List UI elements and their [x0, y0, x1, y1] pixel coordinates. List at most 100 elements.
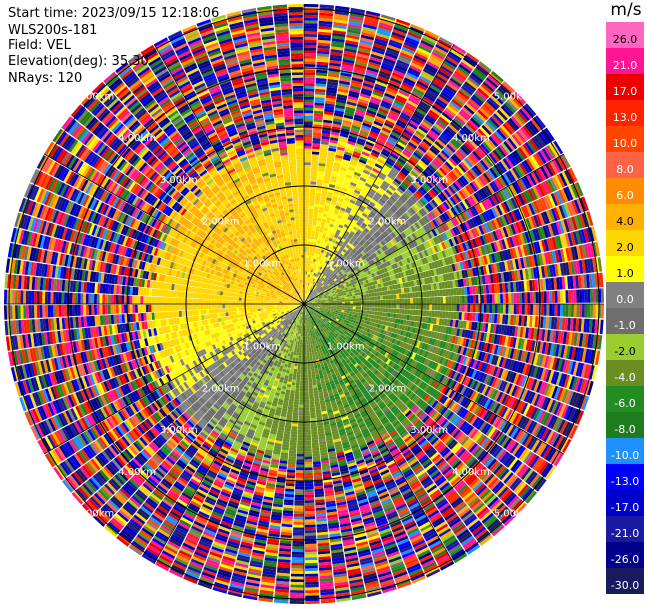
velocity-range-gates: [4, 4, 604, 604]
range-gate: [310, 283, 313, 287]
range-gate: [315, 190, 322, 194]
range-gate: [311, 252, 315, 256]
range-gate: [318, 160, 326, 164]
range-gate: [335, 220, 341, 225]
range-gate: [346, 101, 357, 107]
range-gate: [304, 44, 317, 48]
range-gate: [337, 174, 345, 180]
range-gate: [323, 180, 330, 184]
range-gate: [318, 209, 324, 214]
range-gate: [327, 153, 336, 158]
range-gate: [345, 174, 353, 179]
range-gate: [360, 127, 370, 134]
range-gate: [308, 260, 311, 264]
range-gate: [412, 309, 416, 316]
range-gate: [328, 305, 332, 307]
range-gate: [310, 186, 316, 190]
range-gate: [415, 292, 419, 298]
range-gate: [434, 310, 438, 318]
range-gate: [304, 164, 311, 168]
range-gate: [442, 311, 446, 319]
range-gate: [314, 206, 319, 210]
range-gate: [353, 148, 362, 154]
range-gate: [363, 304, 367, 307]
range-gate: [360, 34, 375, 41]
range-gate: [327, 228, 332, 233]
range-gate: [316, 181, 323, 186]
range-gate: [304, 208, 309, 212]
range-gate: [400, 49, 414, 57]
range-gate: [370, 96, 382, 103]
range-gate: [309, 283, 312, 287]
range-gate: [381, 100, 392, 107]
range-gate: [320, 144, 329, 148]
range-gate: [314, 99, 325, 104]
range-gate: [396, 308, 400, 314]
range-gate: [306, 290, 309, 294]
range-gate: [352, 174, 360, 180]
range-gate: [355, 309, 359, 313]
range-gate: [306, 296, 308, 300]
range-gate: [373, 120, 384, 127]
range-gate: [401, 309, 405, 315]
range-gate: [335, 102, 346, 107]
range-gate: [387, 85, 399, 92]
range-gate: [355, 61, 368, 67]
range-gate: [342, 299, 345, 302]
range-gate: [304, 115, 314, 119]
range-gate: [332, 196, 339, 201]
range-gate: [338, 309, 342, 312]
range-gate: [319, 204, 325, 208]
range-gate: [595, 288, 599, 303]
range-gate: [349, 85, 361, 91]
range-gate: [304, 140, 312, 144]
range-gate: [379, 19, 394, 27]
range-gate: [304, 110, 314, 114]
range-gate: [486, 294, 490, 304]
range-gate: [390, 308, 394, 313]
range-gate: [423, 297, 427, 304]
range-gate: [445, 296, 449, 304]
range-gate: [513, 304, 517, 315]
range-gate: [320, 258, 324, 262]
range-gate: [349, 13, 364, 19]
range-gate: [385, 90, 397, 97]
range-gate: [333, 19, 348, 24]
range-gate: [340, 311, 344, 315]
range-gate: [304, 99, 314, 103]
range-gate: [308, 285, 310, 289]
range-gate: [331, 239, 336, 244]
range-gate: [382, 60, 395, 67]
range-gate: [304, 85, 315, 89]
range-gate: [376, 292, 380, 296]
range-gate: [385, 299, 389, 304]
range-gate: [311, 255, 314, 259]
range-gate: [442, 296, 446, 304]
range-gate: [339, 133, 349, 138]
range-gate: [381, 62, 394, 70]
range-gate: [307, 291, 309, 294]
range-gate: [359, 95, 370, 102]
range-gate: [320, 252, 324, 256]
range-gate: [339, 209, 345, 215]
range-gate: [342, 202, 348, 207]
range-gate: [319, 12, 334, 17]
range-gate: [355, 301, 359, 304]
range-gate: [581, 289, 585, 303]
range-gate: [359, 130, 369, 136]
range-gate: [532, 291, 536, 303]
range-gate: [377, 27, 392, 34]
range-gate: [334, 110, 344, 115]
range-gate: [306, 293, 309, 297]
range-gate: [338, 212, 344, 217]
range-gate: [571, 304, 574, 317]
range-gate: [363, 23, 377, 30]
range-gate: [311, 284, 314, 287]
range-gate: [332, 27, 347, 32]
range-gate: [304, 64, 316, 67]
range-gate: [326, 194, 333, 199]
range-gate: [352, 311, 356, 315]
range-gate: [304, 12, 319, 16]
range-gate: [337, 143, 346, 149]
range-gate: [314, 273, 318, 277]
